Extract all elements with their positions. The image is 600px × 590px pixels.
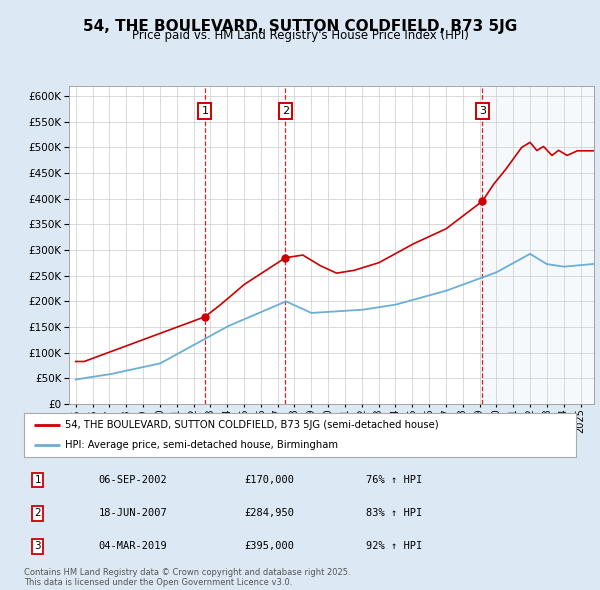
Text: 1: 1: [34, 475, 41, 485]
Text: 06-SEP-2002: 06-SEP-2002: [98, 475, 167, 485]
Text: 54, THE BOULEVARD, SUTTON COLDFIELD, B73 5JG (semi-detached house): 54, THE BOULEVARD, SUTTON COLDFIELD, B73…: [65, 420, 439, 430]
Text: 2: 2: [34, 509, 41, 518]
Text: 04-MAR-2019: 04-MAR-2019: [98, 542, 167, 552]
Text: 92% ↑ HPI: 92% ↑ HPI: [366, 542, 422, 552]
Text: £395,000: £395,000: [245, 542, 295, 552]
Text: HPI: Average price, semi-detached house, Birmingham: HPI: Average price, semi-detached house,…: [65, 440, 338, 450]
Text: Contains HM Land Registry data © Crown copyright and database right 2025.
This d: Contains HM Land Registry data © Crown c…: [24, 568, 350, 587]
Text: 3: 3: [34, 542, 41, 552]
Text: 2: 2: [282, 106, 289, 116]
Bar: [482, 86, 594, 404]
Text: 54, THE BOULEVARD, SUTTON COLDFIELD, B73 5JG: 54, THE BOULEVARD, SUTTON COLDFIELD, B73…: [83, 19, 517, 34]
Text: 76% ↑ HPI: 76% ↑ HPI: [366, 475, 422, 485]
Text: 83% ↑ HPI: 83% ↑ HPI: [366, 509, 422, 518]
Text: 3: 3: [479, 106, 486, 116]
Text: £170,000: £170,000: [245, 475, 295, 485]
Text: £284,950: £284,950: [245, 509, 295, 518]
Text: 18-JUN-2007: 18-JUN-2007: [98, 509, 167, 518]
Text: Price paid vs. HM Land Registry's House Price Index (HPI): Price paid vs. HM Land Registry's House …: [131, 30, 469, 42]
Text: 1: 1: [202, 106, 208, 116]
